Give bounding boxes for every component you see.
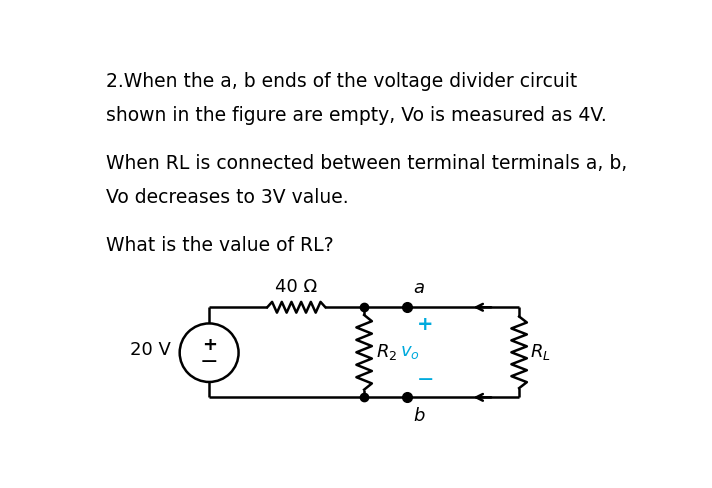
Text: b: b: [413, 407, 424, 426]
Text: −: −: [200, 352, 219, 372]
Text: $v_o$: $v_o$: [399, 344, 419, 361]
Text: 2.​When the a, b ends of the voltage divider circuit: 2.​When the a, b ends of the voltage div…: [106, 72, 577, 91]
Text: a: a: [413, 279, 424, 297]
Text: $R_2$: $R_2$: [376, 342, 397, 362]
Text: 40 Ω: 40 Ω: [276, 278, 318, 296]
Text: What is the value of RL?: What is the value of RL?: [106, 236, 334, 255]
Text: Vo decreases to 3V value.: Vo decreases to 3V value.: [106, 188, 349, 207]
Text: +: +: [201, 336, 216, 354]
Text: −: −: [417, 370, 434, 390]
Text: 20 V: 20 V: [130, 342, 170, 359]
Text: $R_L$: $R_L$: [530, 342, 551, 362]
Text: When RL is connected between terminal terminals a, b,: When RL is connected between terminal te…: [106, 154, 627, 173]
Text: shown in the figure are empty, Vo is measured as 4V.: shown in the figure are empty, Vo is mea…: [106, 106, 607, 125]
Text: +: +: [417, 315, 434, 334]
